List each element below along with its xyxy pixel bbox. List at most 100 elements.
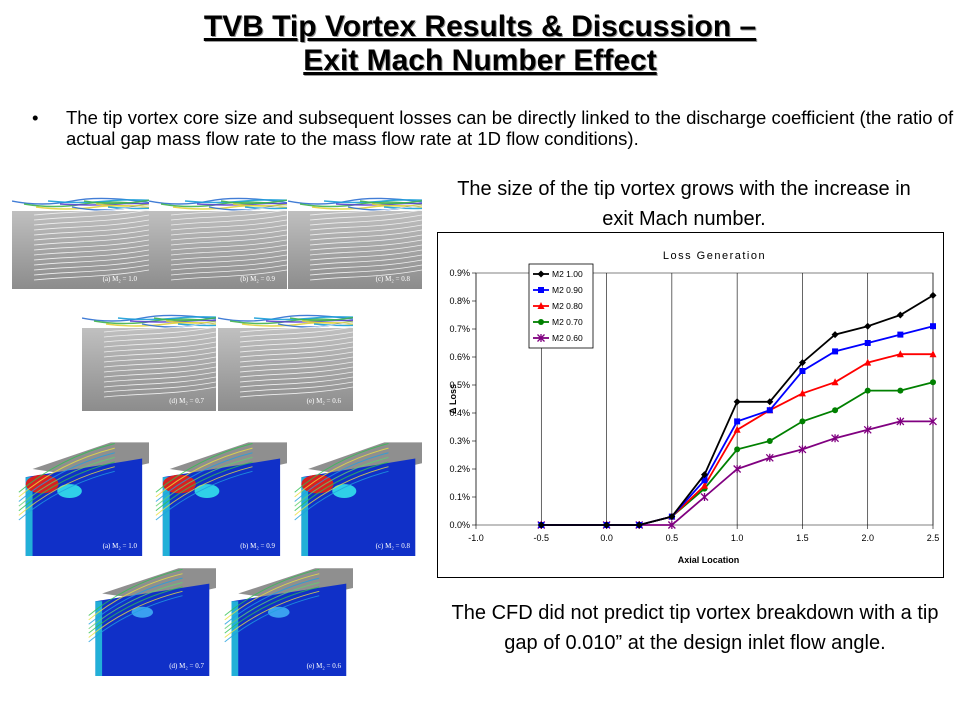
data-point	[701, 481, 708, 489]
data-point	[799, 368, 806, 374]
data-point	[864, 322, 872, 330]
streamline-panel-e: (e) M₂ = 0.6	[218, 314, 353, 411]
caption-cfd-note: The CFD did not predict tip vortex break…	[451, 602, 939, 654]
data-point	[667, 521, 676, 529]
caption-vortex-growth: The size of the tip vortex grows with th…	[457, 178, 911, 230]
data-point	[929, 350, 937, 358]
x-axis-label: Axial Location	[678, 555, 740, 565]
bullet-dot: •	[32, 107, 39, 128]
x-tick-label: -0.5	[534, 533, 550, 543]
x-tick-label: 1.0	[731, 533, 744, 543]
streamline-panel-d: (d) M₂ = 0.7	[82, 314, 216, 411]
title-line-1: TVB Tip Vortex Results & Discussion –	[203, 10, 757, 43]
streamline-image	[218, 314, 353, 398]
data-point	[798, 389, 806, 397]
y-tick-label: 0.8%	[449, 296, 470, 306]
legend-marker	[537, 270, 545, 278]
streamline-panel-label: (e) M₂ = 0.6	[306, 397, 341, 405]
data-point	[930, 379, 936, 386]
data-point	[734, 418, 741, 425]
x-tick-label: 0.0	[600, 533, 613, 543]
data-point	[537, 521, 545, 529]
legend-marker	[538, 319, 544, 325]
data-point	[896, 311, 904, 319]
data-point	[733, 465, 742, 473]
legend-label: M2 0.80	[552, 301, 583, 311]
contour-panel-label: (b) M₂ = 0.9	[240, 542, 275, 550]
y-tick-label: 0.6%	[449, 352, 470, 362]
data-point	[897, 387, 904, 394]
contour-image	[88, 568, 216, 676]
y-tick-label: 0.5%	[449, 380, 470, 390]
data-point	[864, 340, 871, 346]
data-point	[832, 407, 839, 414]
legend-marker	[538, 287, 544, 293]
data-point	[863, 425, 872, 434]
title-line-2: Exit Mach Number Effect	[303, 44, 657, 77]
streamline-panel-a: (a) M₂ = 1.0	[12, 197, 149, 289]
data-point	[930, 323, 936, 330]
streamline-panel-label: (b) M₂ = 0.9	[240, 275, 275, 283]
streamline-panel-label: (d) M₂ = 0.7	[169, 397, 204, 405]
streamline-panel-label: (a) M₂ = 1.0	[102, 275, 137, 283]
contour-panel-label: (e) M₂ = 0.6	[306, 662, 341, 670]
data-point	[798, 445, 807, 454]
data-point	[766, 438, 773, 444]
data-point	[668, 513, 676, 521]
contour-panel-d: (d) M₂ = 0.7	[82, 566, 216, 676]
contour-image	[155, 442, 287, 556]
contour-panel-label: (a) M₂ = 1.0	[102, 542, 137, 550]
streamline-image	[82, 314, 216, 398]
data-point	[832, 348, 839, 355]
y-tick-label: 0.4%	[449, 408, 470, 418]
data-point	[864, 387, 871, 394]
contour-image	[294, 442, 422, 556]
contour-panel-a: (a) M₂ = 1.0	[12, 440, 149, 556]
data-point	[765, 453, 774, 462]
data-point	[929, 417, 937, 426]
chart-title: Loss Generation	[663, 250, 766, 262]
y-tick-label: 0.7%	[449, 324, 470, 334]
streamline-panel-c: (c) M₂ = 0.8	[288, 197, 422, 289]
series-line	[541, 294, 934, 526]
data-point	[766, 407, 773, 414]
y-tick-label: 0.3%	[449, 436, 470, 446]
slide-title: TVB Tip Vortex Results & Discussion – Ex…	[60, 10, 900, 78]
data-point	[733, 425, 741, 433]
x-tick-label: 0.5	[666, 533, 679, 543]
streamline-image	[288, 197, 422, 281]
data-point	[603, 521, 611, 529]
contour-panel-e: (e) M₂ = 0.6	[218, 566, 353, 676]
y-tick-label: 0.2%	[449, 464, 470, 474]
contour-panel-label: (c) M₂ = 0.8	[375, 542, 410, 550]
data-point	[831, 434, 840, 443]
data-point	[929, 291, 937, 299]
data-point	[864, 358, 872, 366]
loss-generation-chart: -1.0 -0.5 0.0 0.5 1.0 1.5 2.0 2.5 0.0% 0.1% 0.2% 0.…	[437, 232, 944, 578]
data-point	[896, 350, 904, 358]
bullet-text: The tip vortex core size and subsequent …	[66, 107, 954, 149]
x-tick-label: -1.0	[468, 533, 484, 543]
legend-label: M2 1.00	[552, 269, 583, 279]
streamline-panel-b: (b) M₂ = 0.9	[149, 197, 287, 289]
data-point	[733, 398, 741, 406]
legend-label: M2 0.60	[552, 333, 583, 343]
contour-panel-b: (b) M₂ = 0.9	[149, 440, 287, 556]
x-tick-label: 1.5	[796, 533, 809, 543]
data-point	[831, 378, 839, 386]
data-point	[896, 417, 905, 426]
contour-image	[224, 568, 353, 676]
legend-marker	[537, 302, 545, 309]
data-point	[799, 418, 806, 425]
contour-panel-label: (d) M₂ = 0.7	[169, 662, 204, 670]
legend-label: M2 0.90	[552, 285, 583, 295]
data-point	[734, 446, 741, 453]
y-tick-label: 0.0%	[449, 520, 470, 530]
data-point	[831, 331, 839, 339]
loss-generation-plot: -1.0 -0.5 0.0 0.5 1.0 1.5 2.0 2.5 0.0% 0.1% 0.2% 0.…	[448, 250, 939, 565]
y-tick-label: 0.9%	[449, 268, 470, 278]
data-point	[798, 359, 806, 367]
contour-image	[18, 442, 149, 556]
x-tick-label: 2.0	[861, 533, 874, 543]
data-point	[897, 331, 904, 338]
